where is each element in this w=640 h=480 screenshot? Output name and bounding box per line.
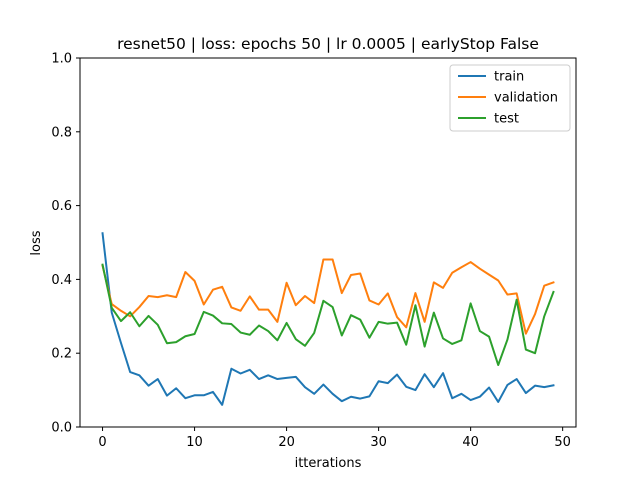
- y-tick-label: 1.0: [51, 52, 72, 67]
- y-tick-label: 0.8: [51, 125, 72, 140]
- y-tick-label: 0.0: [51, 421, 72, 436]
- x-tick-label: 50: [554, 435, 571, 450]
- series-line-test: [101, 263, 555, 367]
- y-tick-label: 0.2: [51, 347, 72, 362]
- x-axis-label: itterations: [295, 456, 362, 471]
- x-tick-label: 40: [462, 435, 479, 450]
- x-tick-label: 30: [370, 435, 387, 450]
- plot-frame: [79, 57, 577, 428]
- y-axis-label: loss: [29, 230, 44, 255]
- legend-label-validation: validation: [494, 91, 558, 106]
- plot-area: 0 10 20 30 40 50 0.0 0.2 0.4 0.6 0.8 1.0: [51, 52, 577, 450]
- chart-title: resnet50 | loss: epochs 50 | lr 0.0005 |…: [117, 35, 539, 53]
- legend-label-test: test: [494, 112, 519, 127]
- x-tick-label: 20: [278, 435, 295, 450]
- x-tick-label: 0: [98, 435, 106, 450]
- legend-label-train: train: [494, 70, 524, 85]
- y-tick-label: 0.6: [51, 199, 72, 214]
- legend: train validation test: [449, 64, 571, 132]
- y-tick-label: 0.4: [51, 273, 72, 288]
- series-line-train: [101, 232, 555, 406]
- series-line-validation: [101, 258, 555, 335]
- x-tick-label: 10: [186, 435, 203, 450]
- legend-box: [449, 64, 571, 132]
